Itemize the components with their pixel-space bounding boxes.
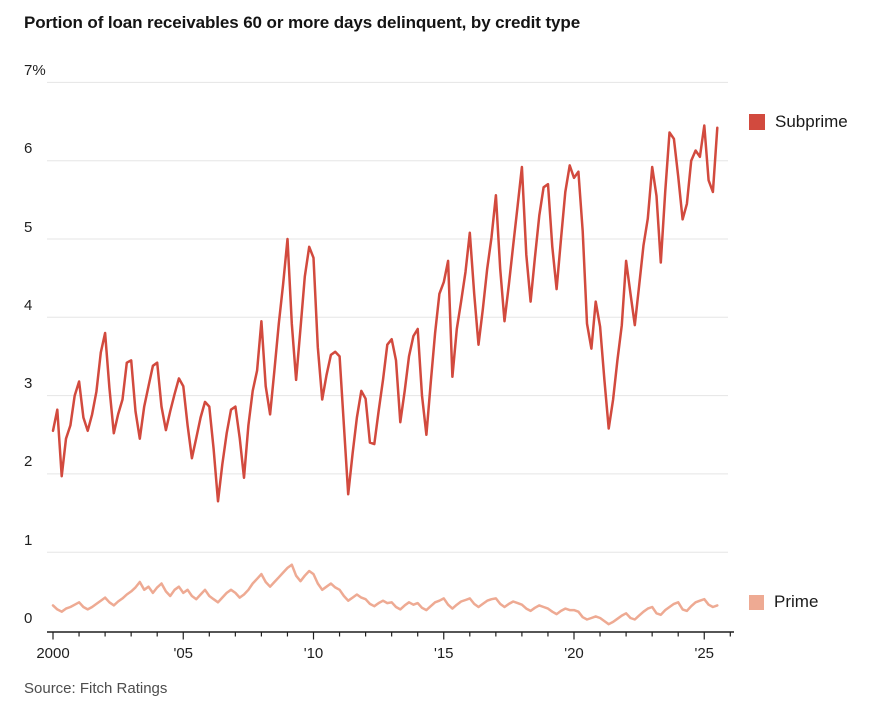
y-axis-label-0: 0 (24, 610, 33, 627)
chart-title: Portion of loan receivables 60 or more d… (24, 13, 581, 32)
prime-legend-label: Prime (774, 592, 819, 611)
legend-item-prime: Prime (749, 592, 818, 612)
prime-series-line (51, 563, 719, 626)
x-axis-label-2005: '05 (173, 645, 194, 662)
subprime-legend-swatch (749, 114, 765, 130)
y-axis-label-4: 4 (24, 296, 33, 314)
y-axis-label-1: 1 (24, 531, 33, 549)
y-axis-label-7: 7% (24, 61, 46, 79)
legend-item-subprime: Subprime (749, 112, 848, 132)
subprime-series-line (51, 124, 719, 503)
y-axis-label-5: 5 (24, 218, 33, 236)
source-attribution: Source: Fitch Ratings (24, 680, 168, 697)
prime-legend-swatch (749, 594, 764, 610)
y-axis-label-6: 6 (24, 140, 33, 158)
x-axis-label-2020: '20 (564, 645, 584, 662)
y-axis-label-3: 3 (24, 375, 33, 393)
subprime-legend-label: Subprime (775, 112, 848, 131)
x-axis-label-2025: '25 (694, 645, 715, 662)
x-axis-label-2015: '15 (433, 645, 454, 662)
y-axis-label-2: 2 (24, 453, 33, 471)
x-axis-label-2000: 2000 (36, 645, 70, 662)
x-axis-label-2010: '10 (303, 645, 324, 662)
